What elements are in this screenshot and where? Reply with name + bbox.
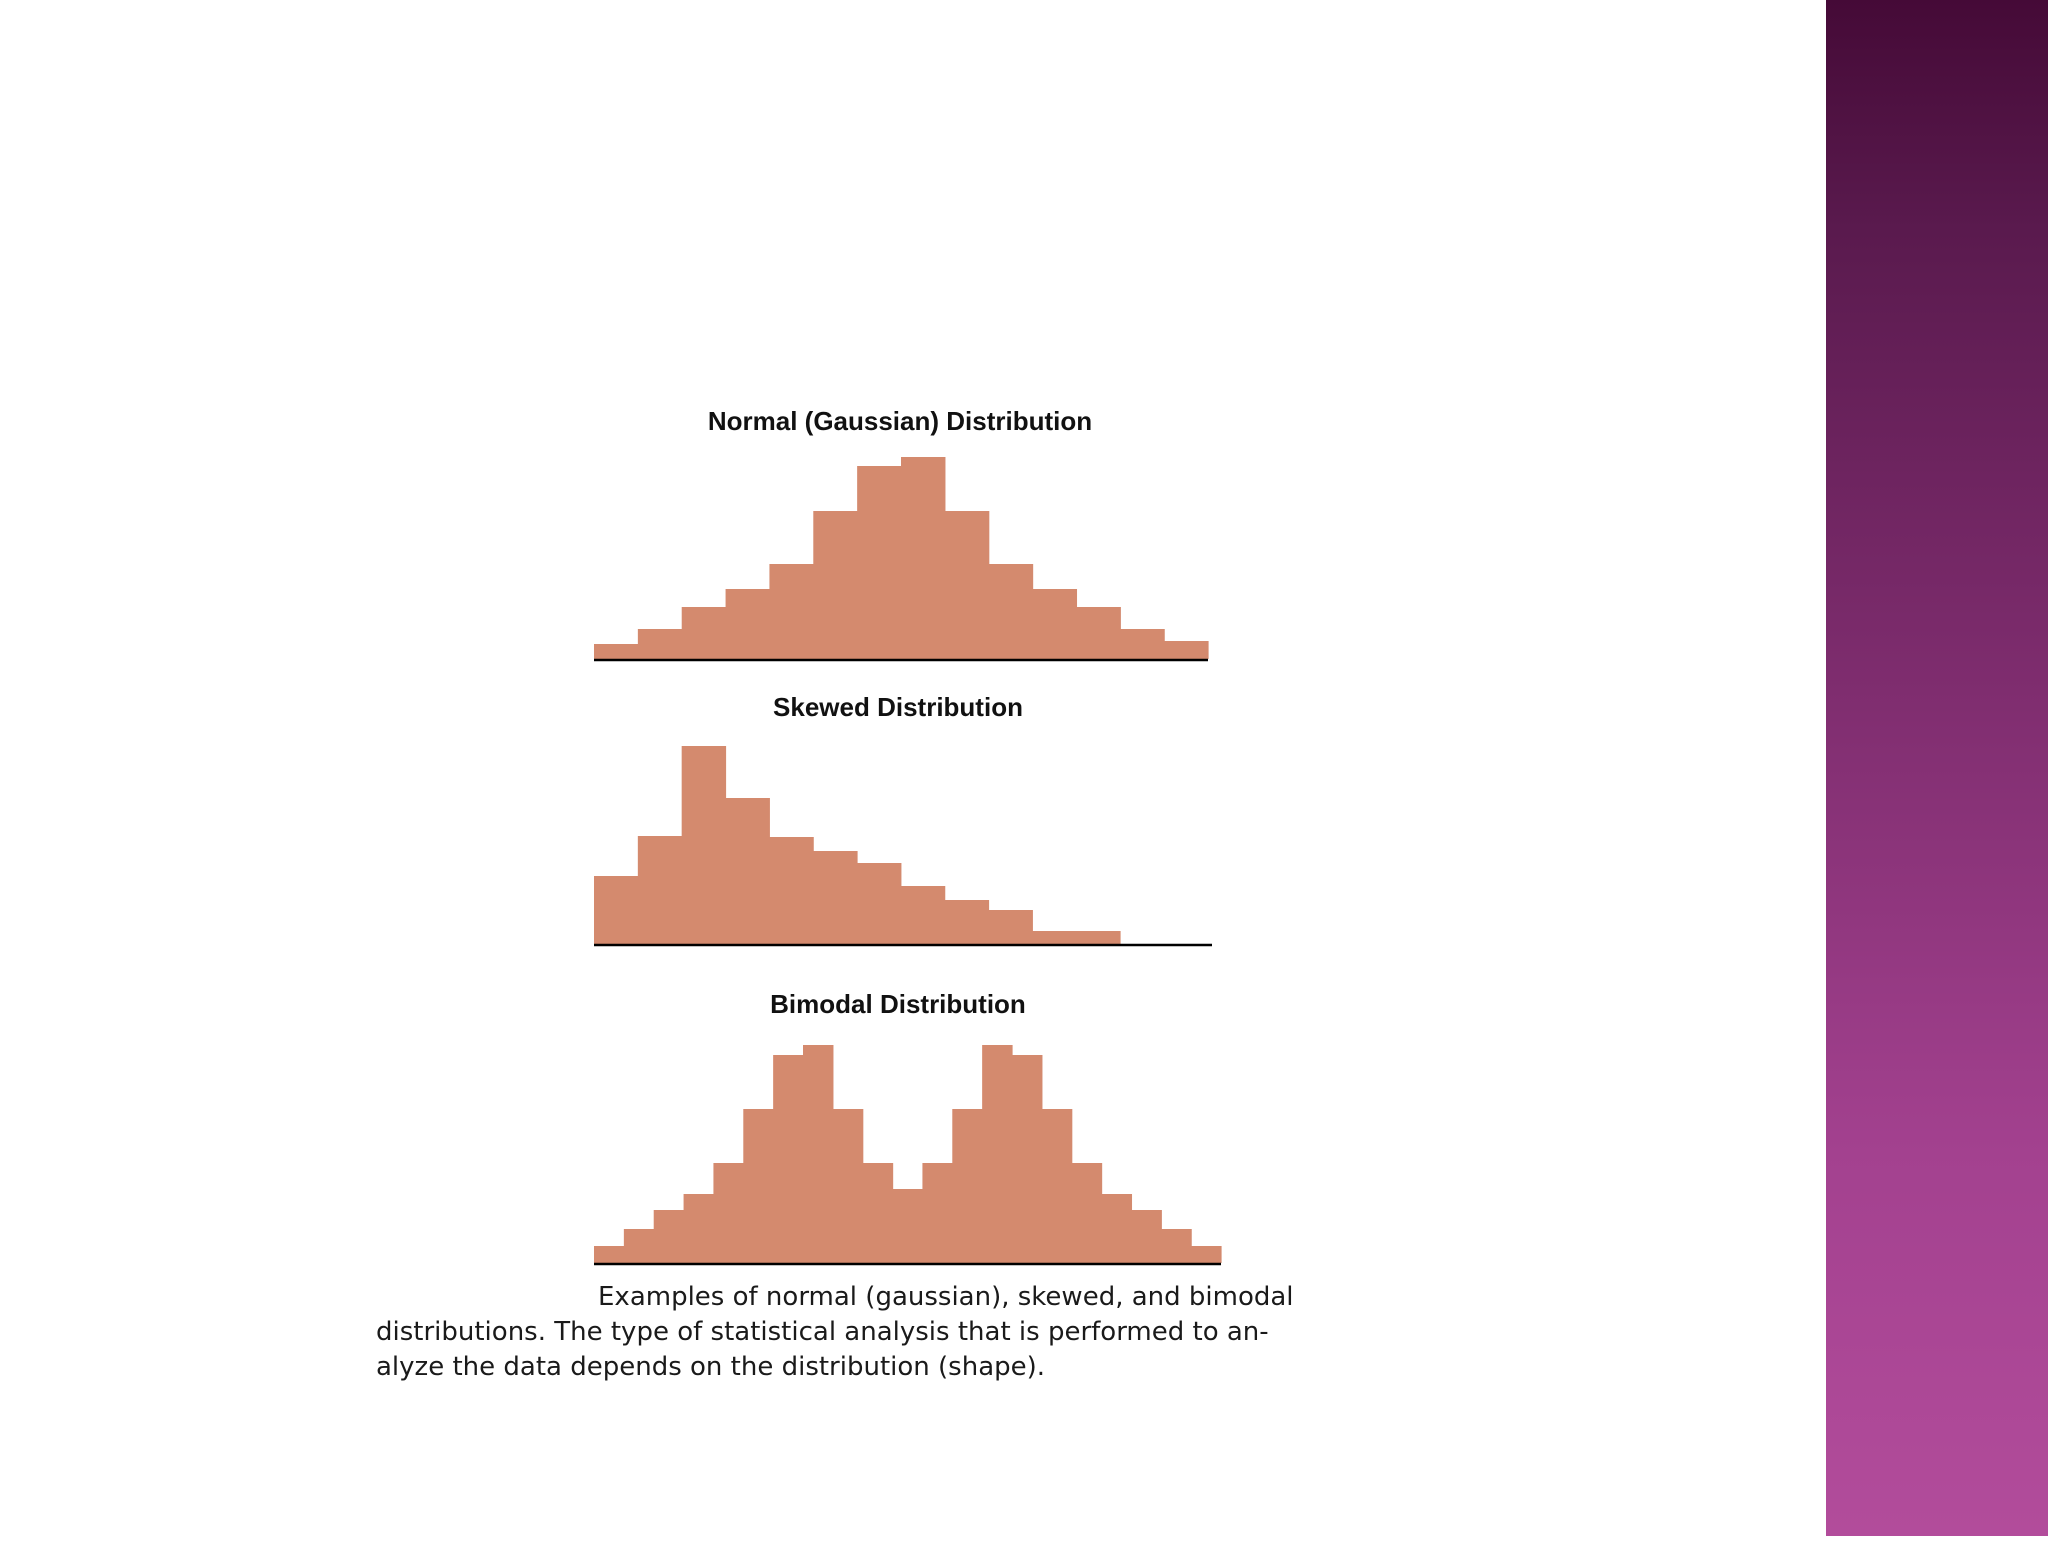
skewed-bar-10	[988, 910, 1033, 944]
normal-bar-13	[1120, 629, 1165, 659]
normal-bar-5	[769, 564, 814, 659]
bimodal-bar-20	[1161, 1229, 1192, 1263]
normal-bar-11	[1032, 589, 1078, 659]
skewed-bar-11	[1032, 931, 1077, 944]
skewed-bar-2	[637, 836, 683, 944]
bimodal-bar-9	[832, 1109, 864, 1263]
skewed-bar-3	[681, 746, 727, 944]
bimodal-bar-19	[1131, 1210, 1162, 1263]
bimodal-bar-21	[1191, 1246, 1222, 1263]
bimodal-bar-10	[862, 1163, 894, 1263]
bimodal-bar-11	[892, 1189, 924, 1263]
normal-bar-6	[813, 511, 858, 659]
bimodal-bar-8	[803, 1045, 834, 1263]
bimodal-bar-18	[1101, 1194, 1133, 1263]
decorative-side-band	[1826, 0, 2048, 1536]
bimodal-bar-1	[594, 1246, 625, 1263]
normal-bar-1	[594, 644, 639, 659]
bimodal-bar-15	[1012, 1055, 1043, 1263]
normal-bar-2	[637, 629, 683, 659]
normal-bar-14	[1164, 641, 1209, 659]
bimodal-bar-6	[743, 1109, 774, 1263]
caption-line-2: distributions. The type of statistical a…	[376, 1317, 1269, 1347]
bimodal-bar-16	[1041, 1109, 1073, 1263]
normal-bar-9	[944, 511, 990, 659]
bimodal-bar-13	[952, 1109, 983, 1263]
skewed-histogram	[594, 746, 1212, 947]
bimodal-bar-3	[653, 1210, 685, 1263]
bimodal-bar-2	[623, 1229, 655, 1263]
normal-bar-4	[725, 589, 771, 659]
bimodal-histogram	[594, 1045, 1222, 1266]
normal-bar-3	[681, 607, 727, 659]
bimodal-bar-17	[1071, 1163, 1103, 1263]
normal-chart-title: Normal (Gaussian) Distribution	[708, 406, 1092, 436]
skewed-bar-6	[813, 851, 858, 944]
distribution-figure: Normal (Gaussian) Distribution Skewed Di…	[376, 406, 1426, 1385]
bimodal-bar-5	[713, 1163, 744, 1263]
normal-bar-7	[857, 466, 902, 659]
normal-bar-8	[901, 457, 946, 659]
figure-caption: Examples of normal (gaussian), skewed, a…	[376, 1280, 1426, 1385]
skewed-bar-7	[857, 863, 902, 944]
normal-bar-12	[1076, 607, 1121, 659]
skewed-bar-12	[1076, 931, 1121, 944]
skewed-chart-title: Skewed Distribution	[773, 692, 1023, 722]
skewed-bar-4	[725, 798, 770, 944]
histograms-svg: Normal (Gaussian) Distribution Skewed Di…	[594, 406, 1222, 1266]
bimodal-bar-4	[683, 1194, 715, 1263]
caption-line-3: alyze the data depends on the distributi…	[376, 1352, 1046, 1382]
skewed-bar-5	[769, 837, 814, 944]
normal-histogram	[594, 457, 1209, 662]
bimodal-chart-title: Bimodal Distribution	[770, 989, 1026, 1019]
skewed-bar-1	[594, 876, 639, 944]
bimodal-bar-14	[982, 1045, 1013, 1263]
skewed-bar-8	[900, 886, 946, 944]
normal-bar-10	[988, 564, 1034, 659]
caption-line-1: Examples of normal (gaussian), skewed, a…	[598, 1282, 1294, 1312]
skewed-bar-9	[944, 900, 990, 944]
bimodal-bar-7	[773, 1055, 804, 1263]
bimodal-bar-12	[922, 1163, 953, 1263]
